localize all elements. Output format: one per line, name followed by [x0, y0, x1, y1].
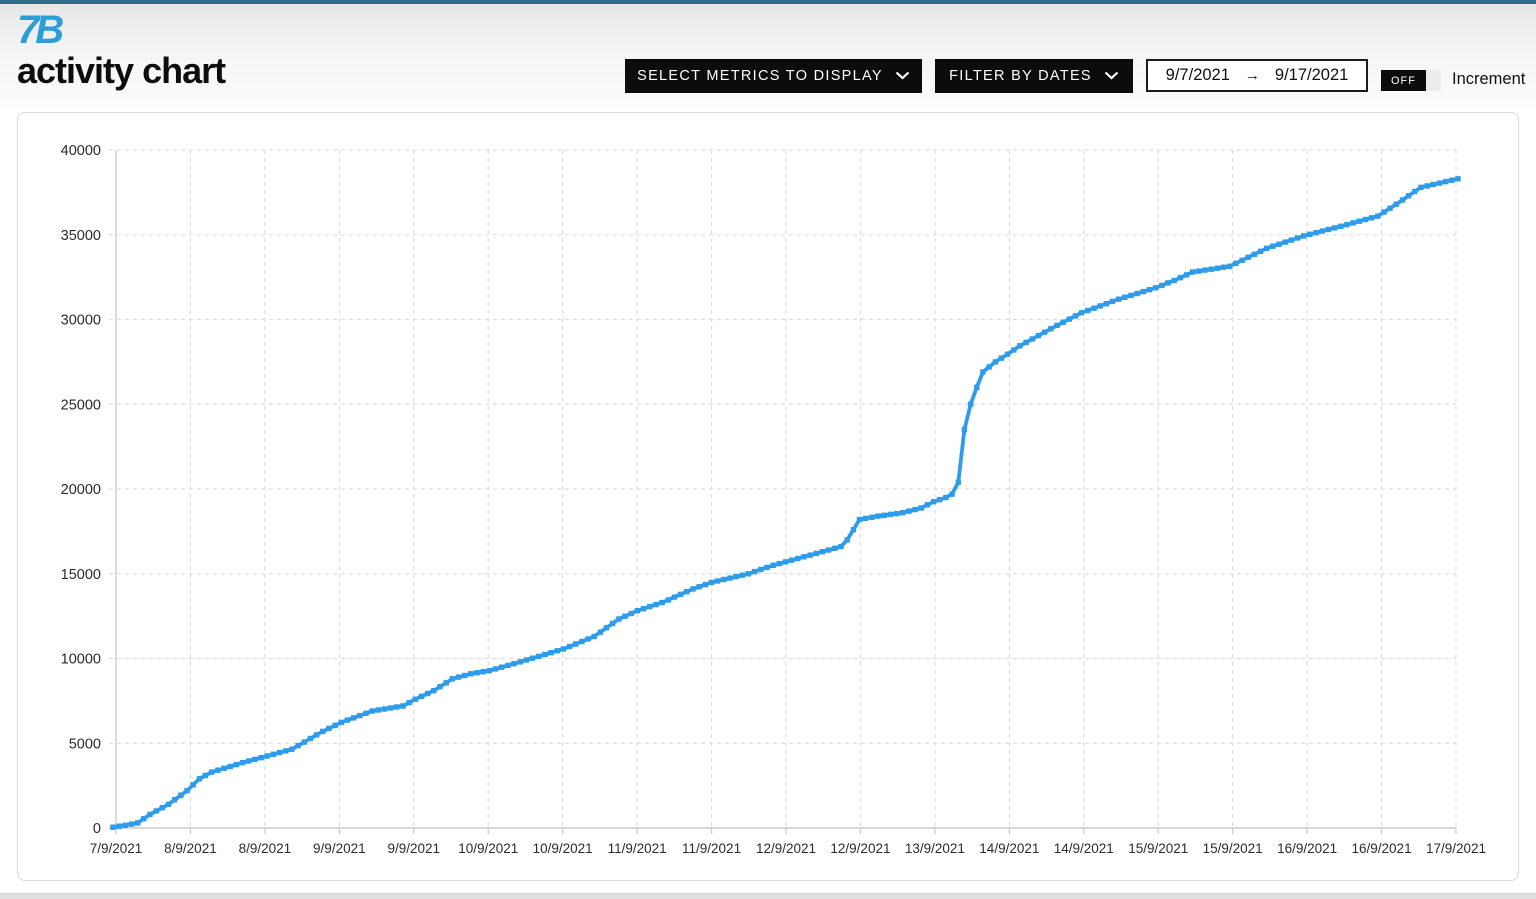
svg-text:0: 0 [93, 821, 101, 837]
chart-card: 0 5000 10000 15000 20000 25000 30000 35000 40000… [17, 112, 1519, 881]
chevron-down-icon [1104, 68, 1119, 84]
svg-text:8/9/2021: 8/9/2021 [239, 841, 292, 856]
svg-text:40000: 40000 [61, 143, 101, 159]
svg-text:12/9/2021: 12/9/2021 [756, 841, 816, 856]
increment-toggle-label: Increment [1452, 70, 1526, 88]
increment-toggle-knob[interactable] [1426, 70, 1441, 91]
date-range-input[interactable]: 9/7/2021 → 9/17/2021 [1146, 59, 1368, 92]
svg-text:17/9/2021: 17/9/2021 [1426, 841, 1486, 856]
svg-text:9/9/2021: 9/9/2021 [387, 841, 440, 856]
filter-by-dates-button[interactable]: FILTER BY DATES [935, 59, 1133, 93]
svg-text:15/9/2021: 15/9/2021 [1128, 841, 1188, 856]
svg-text:10000: 10000 [61, 652, 101, 668]
svg-text:30000: 30000 [61, 313, 101, 329]
svg-text:13/9/2021: 13/9/2021 [905, 841, 965, 856]
svg-text:11/9/2021: 11/9/2021 [682, 841, 741, 856]
brand-logo-text: 7B [17, 8, 64, 52]
filter-by-dates-label: FILTER BY DATES [949, 68, 1092, 84]
svg-text:11/9/2021: 11/9/2021 [608, 841, 667, 856]
chevron-down-icon [895, 68, 910, 84]
horizontal-scrollbar[interactable] [0, 893, 1536, 899]
select-metrics-label: SELECT METRICS TO DISPLAY [637, 68, 883, 84]
svg-text:16/9/2021: 16/9/2021 [1352, 841, 1412, 856]
svg-text:8/9/2021: 8/9/2021 [164, 841, 217, 856]
svg-text:15000: 15000 [61, 567, 101, 583]
svg-text:20000: 20000 [61, 482, 101, 498]
svg-text:10/9/2021: 10/9/2021 [533, 841, 593, 856]
svg-text:14/9/2021: 14/9/2021 [979, 841, 1039, 856]
start-date-value[interactable]: 9/7/2021 [1165, 66, 1230, 84]
header: 7B activity chart SELECT METRICS TO DISP… [0, 4, 1536, 108]
svg-text:5000: 5000 [69, 736, 101, 752]
arrow-right-icon: → [1244, 67, 1260, 84]
activity-line-chart[interactable]: 0 5000 10000 15000 20000 25000 30000 35000 40000… [18, 113, 1520, 882]
svg-text:15/9/2021: 15/9/2021 [1203, 841, 1263, 856]
select-metrics-button[interactable]: SELECT METRICS TO DISPLAY [625, 59, 922, 93]
page-title: activity chart [17, 50, 226, 91]
svg-text:16/9/2021: 16/9/2021 [1277, 841, 1337, 856]
brand-logo: 7B [17, 10, 77, 50]
svg-text:25000: 25000 [61, 397, 101, 413]
svg-text:14/9/2021: 14/9/2021 [1054, 841, 1114, 856]
svg-text:35000: 35000 [61, 228, 101, 244]
svg-text:12/9/2021: 12/9/2021 [830, 841, 890, 856]
end-date-value[interactable]: 9/17/2021 [1274, 66, 1349, 84]
svg-text:9/9/2021: 9/9/2021 [313, 841, 366, 856]
svg-text:10/9/2021: 10/9/2021 [458, 841, 518, 856]
svg-text:7/9/2021: 7/9/2021 [90, 841, 143, 856]
increment-toggle[interactable]: OFF [1381, 70, 1441, 91]
top-accent-bar [0, 0, 1536, 4]
increment-toggle-state[interactable]: OFF [1381, 70, 1426, 91]
